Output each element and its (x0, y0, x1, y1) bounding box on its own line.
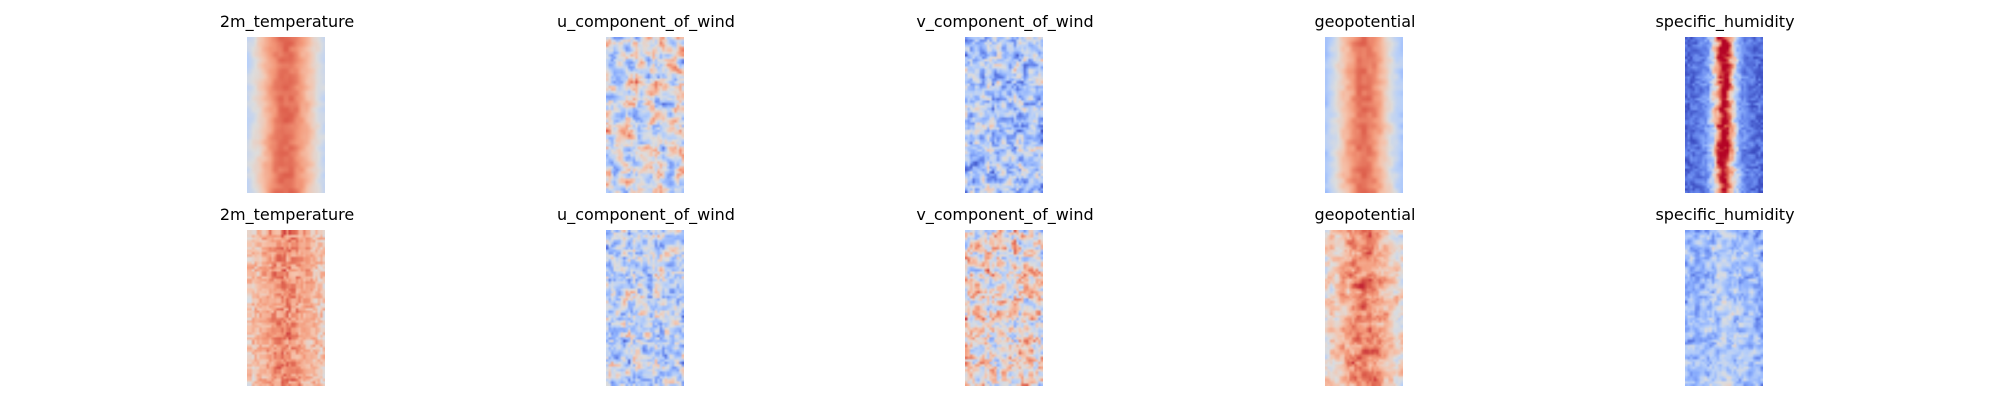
panel-title: 2m_temperature (219, 12, 355, 31)
heatmap-image (1325, 37, 1403, 193)
heatmap-image (1685, 37, 1763, 193)
panel-title: u_component_of_wind (557, 12, 735, 31)
panel-title: geopotential (1314, 12, 1416, 31)
panel-title: specific_humidity (1655, 205, 1795, 224)
panel-title: v_component_of_wind (916, 12, 1094, 31)
heatmap-image (965, 37, 1043, 193)
panel-title: specific_humidity (1655, 12, 1795, 31)
heatmap-image (247, 37, 325, 193)
panel-title: v_component_of_wind (916, 205, 1094, 224)
panel-title: u_component_of_wind (557, 205, 735, 224)
heatmap-image (1685, 230, 1763, 386)
heatmap-image (606, 230, 684, 386)
heatmap-image (606, 37, 684, 193)
heatmap-image (965, 230, 1043, 386)
heatmap-image (247, 230, 325, 386)
panel-title: geopotential (1314, 205, 1416, 224)
heatmap-image (1325, 230, 1403, 386)
panel-title: 2m_temperature (219, 205, 355, 224)
